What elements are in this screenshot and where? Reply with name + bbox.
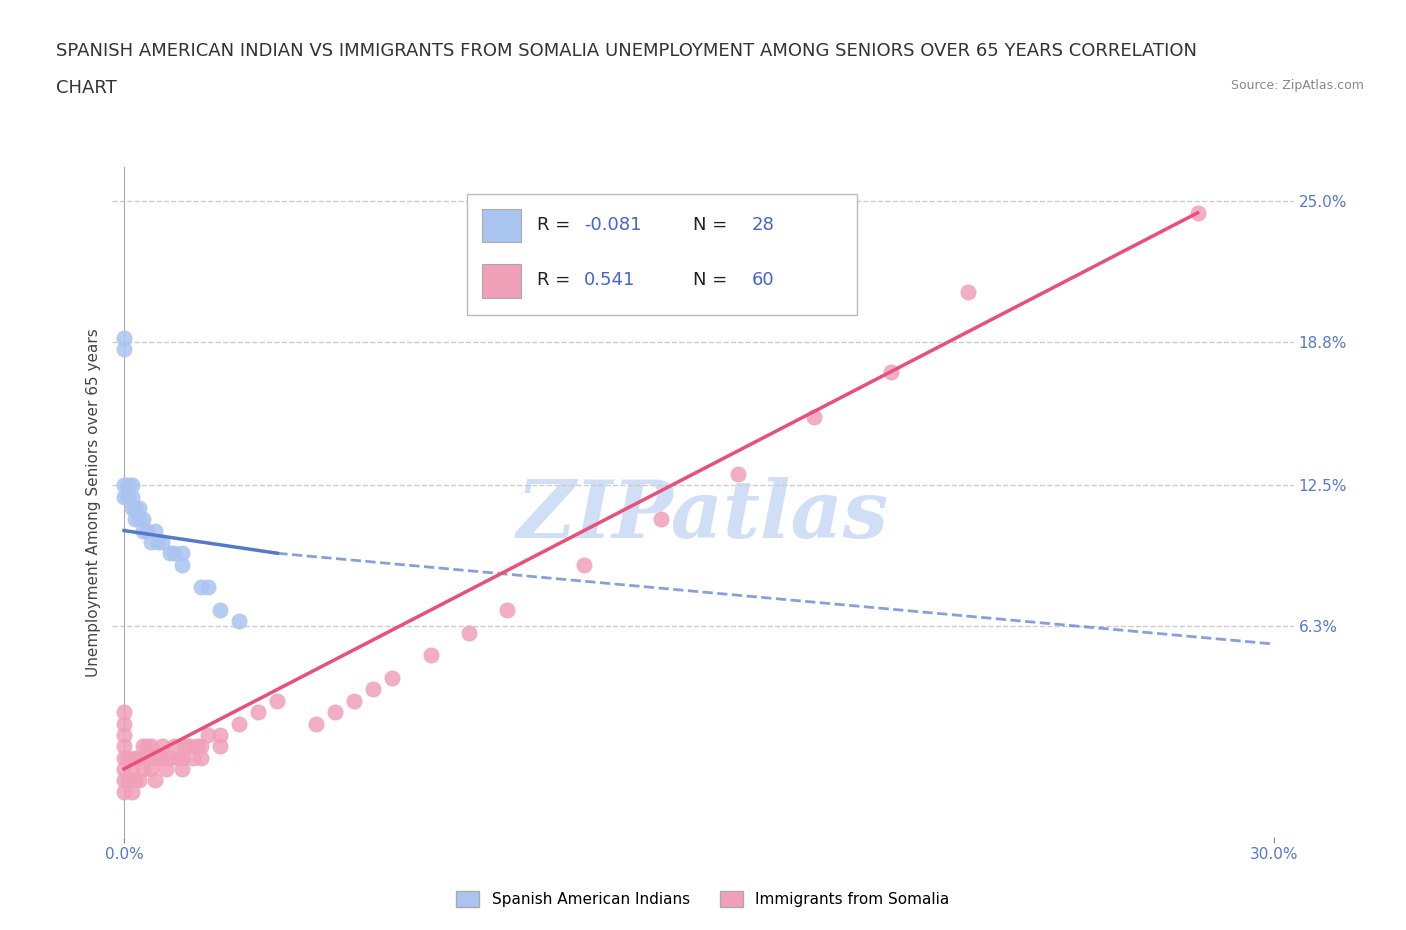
Point <box>112 773 135 788</box>
Point <box>150 751 173 765</box>
Point <box>112 762 135 777</box>
Point <box>208 603 231 618</box>
Point <box>496 603 519 618</box>
Point <box>139 535 162 550</box>
Point <box>121 784 143 799</box>
Point <box>132 512 155 526</box>
Point <box>112 727 135 742</box>
Point <box>150 535 173 550</box>
Point <box>112 705 135 720</box>
Point <box>112 751 135 765</box>
Point <box>361 682 384 697</box>
Point <box>155 762 177 777</box>
Point <box>159 546 181 561</box>
Point <box>148 751 170 765</box>
Point <box>197 580 219 595</box>
Point <box>179 738 201 753</box>
Point <box>132 738 155 753</box>
Point <box>419 648 441 663</box>
Point <box>458 625 481 640</box>
Point <box>208 738 231 753</box>
Point <box>159 751 181 765</box>
Point <box>956 285 979 299</box>
Point <box>150 738 173 753</box>
Point <box>124 512 146 526</box>
Point <box>143 773 166 788</box>
Point <box>117 489 139 504</box>
Point <box>186 738 208 753</box>
Point <box>128 500 150 515</box>
Point <box>163 738 186 753</box>
Point <box>124 500 146 515</box>
Point <box>1187 206 1209 220</box>
Point <box>381 671 404 685</box>
Point <box>266 694 288 709</box>
Point <box>112 489 135 504</box>
Point <box>121 478 143 493</box>
Point <box>190 751 212 765</box>
Point <box>170 546 193 561</box>
Point <box>803 409 825 424</box>
Point <box>132 524 155 538</box>
Point <box>170 751 193 765</box>
Point <box>163 546 186 561</box>
Point <box>136 524 159 538</box>
Point <box>727 466 749 481</box>
Point <box>128 773 150 788</box>
Point <box>121 500 143 515</box>
Point <box>112 341 135 356</box>
Point <box>148 535 170 550</box>
Point <box>208 727 231 742</box>
Point <box>139 762 162 777</box>
Point <box>228 716 250 731</box>
Point <box>143 751 166 765</box>
Text: SPANISH AMERICAN INDIAN VS IMMIGRANTS FROM SOMALIA UNEMPLOYMENT AMONG SENIORS OV: SPANISH AMERICAN INDIAN VS IMMIGRANTS FR… <box>56 42 1198 60</box>
Text: ZIPatlas: ZIPatlas <box>517 477 889 554</box>
Point <box>170 762 193 777</box>
Point <box>174 738 197 753</box>
Point <box>124 773 146 788</box>
Point <box>117 478 139 493</box>
Legend: Spanish American Indians, Immigrants from Somalia: Spanish American Indians, Immigrants fro… <box>450 884 956 913</box>
Point <box>190 738 212 753</box>
Point <box>128 751 150 765</box>
Point <box>650 512 672 526</box>
Point <box>132 762 155 777</box>
Point <box>136 751 159 765</box>
Point <box>190 580 212 595</box>
Point <box>343 694 366 709</box>
Point <box>121 489 143 504</box>
Point <box>143 524 166 538</box>
Point <box>112 330 135 345</box>
Point <box>124 751 146 765</box>
Point <box>128 512 150 526</box>
Point <box>117 773 139 788</box>
Point <box>112 784 135 799</box>
Point <box>228 614 250 629</box>
Point <box>880 365 903 379</box>
Point <box>112 716 135 731</box>
Point <box>305 716 328 731</box>
Point <box>323 705 346 720</box>
Point <box>139 738 162 753</box>
Point <box>112 738 135 753</box>
Point <box>247 705 270 720</box>
Text: CHART: CHART <box>56 79 117 97</box>
Point <box>181 751 204 765</box>
Point <box>197 727 219 742</box>
Point <box>112 478 135 493</box>
Point <box>121 762 143 777</box>
Point <box>166 751 188 765</box>
Text: Source: ZipAtlas.com: Source: ZipAtlas.com <box>1230 79 1364 92</box>
Point <box>572 557 595 572</box>
Point <box>117 751 139 765</box>
Y-axis label: Unemployment Among Seniors over 65 years: Unemployment Among Seniors over 65 years <box>86 328 101 677</box>
Point <box>136 738 159 753</box>
Point <box>170 557 193 572</box>
